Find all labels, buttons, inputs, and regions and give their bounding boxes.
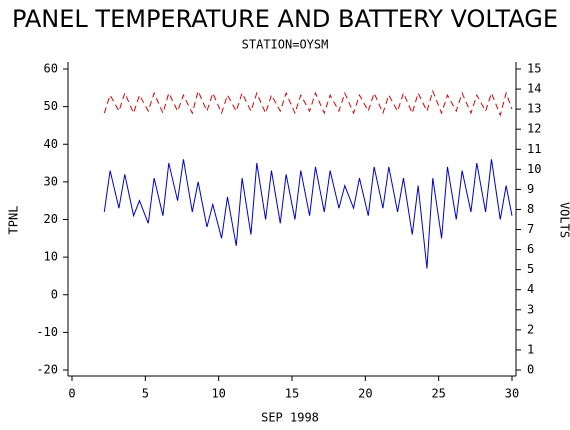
chart-title: PANEL TEMPERATURE AND BATTERY VOLTAGE bbox=[12, 5, 558, 33]
y-tick-label: 60 bbox=[44, 62, 58, 76]
x-tick-label: 5 bbox=[142, 387, 149, 401]
y-tick-label: 20 bbox=[44, 212, 58, 226]
y2-tick-label: 10 bbox=[527, 162, 541, 176]
y2-tick-label: 9 bbox=[527, 182, 534, 196]
y2-tick-label: 12 bbox=[527, 122, 541, 136]
x-axis-label: SEP 1998 bbox=[261, 411, 319, 425]
x-tick-label: 10 bbox=[211, 387, 225, 401]
y-tick-label: -20 bbox=[36, 363, 58, 377]
y2-tick-label: 3 bbox=[527, 302, 534, 316]
y-tick-label: 0 bbox=[51, 287, 58, 301]
y2-tick-label: 6 bbox=[527, 242, 534, 256]
x-tick-label: 25 bbox=[431, 387, 445, 401]
y2-tick-label: 7 bbox=[527, 222, 534, 236]
series-line bbox=[103, 89, 513, 117]
y-tick-label: 10 bbox=[44, 250, 58, 264]
y-tick-label: 30 bbox=[44, 174, 58, 188]
y-axis-label: TPNL bbox=[7, 206, 21, 235]
y2-tick-label: 2 bbox=[527, 322, 534, 336]
series-line bbox=[103, 159, 513, 269]
x-tick-label: 30 bbox=[505, 387, 519, 401]
y2-tick-label: 15 bbox=[527, 62, 541, 76]
chart-subtitle: STATION=OYSM bbox=[242, 38, 329, 52]
y2-tick-label: 11 bbox=[527, 142, 541, 156]
y-tick-label: -10 bbox=[36, 325, 58, 339]
y2-tick-label: 0 bbox=[527, 363, 534, 377]
x-tick-label: 0 bbox=[68, 387, 75, 401]
y2-axis-label: VOLTS bbox=[558, 202, 570, 238]
y2-tick-label: 1 bbox=[527, 342, 534, 356]
y-tick-label: 50 bbox=[44, 99, 58, 113]
x-tick-label: 15 bbox=[285, 387, 299, 401]
y2-tick-label: 13 bbox=[527, 102, 541, 116]
y2-tick-label: 5 bbox=[527, 262, 534, 276]
y2-tick-label: 4 bbox=[527, 282, 534, 296]
y2-tick-label: 8 bbox=[527, 202, 534, 216]
y2-tick-label: 14 bbox=[527, 82, 541, 96]
y-tick-label: 40 bbox=[44, 137, 58, 151]
x-tick-label: 20 bbox=[358, 387, 372, 401]
